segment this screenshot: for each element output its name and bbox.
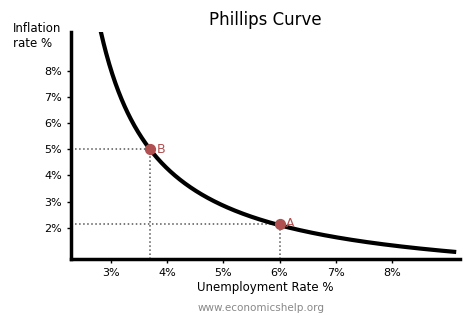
Title: Phillips Curve: Phillips Curve xyxy=(209,11,322,29)
X-axis label: Unemployment Rate %: Unemployment Rate % xyxy=(197,281,334,294)
Text: B: B xyxy=(157,143,165,156)
Point xyxy=(146,147,154,152)
Point xyxy=(276,221,283,226)
Text: A: A xyxy=(286,217,295,230)
Y-axis label: Inflation
rate %: Inflation rate % xyxy=(13,22,61,50)
Text: www.economicshelp.org: www.economicshelp.org xyxy=(197,303,324,313)
